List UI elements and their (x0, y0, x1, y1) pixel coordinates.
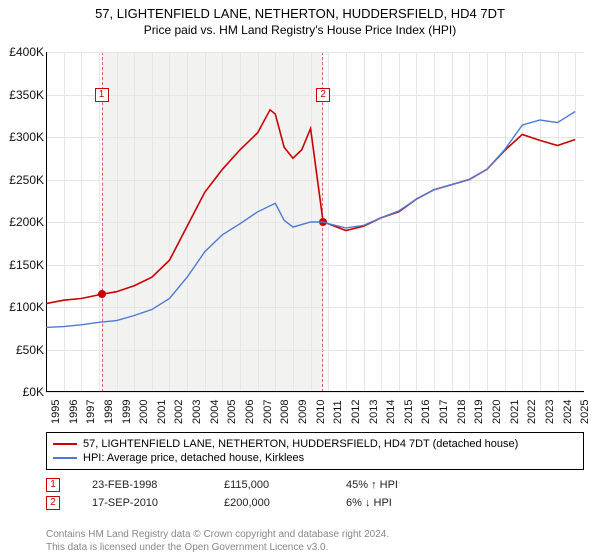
x-axis-label: 2018 (456, 400, 468, 424)
x-axis-label: 2000 (138, 400, 150, 424)
y-axis-label: £50K (4, 343, 44, 357)
x-axis-label: 1999 (121, 400, 133, 424)
x-axis-label: 2014 (385, 400, 397, 424)
chart-subtitle: Price paid vs. HM Land Registry's House … (0, 21, 600, 37)
x-axis-label: 2013 (368, 400, 380, 424)
chart-container: 57, LIGHTENFIELD LANE, NETHERTON, HUDDER… (0, 0, 600, 560)
x-axis-label: 2025 (579, 400, 591, 424)
x-axis-label: 1997 (85, 400, 97, 424)
series-hpi (46, 112, 575, 328)
sale-date: 17-SEP-2010 (92, 497, 192, 509)
y-axis-label: £250K (4, 173, 44, 187)
x-axis-label: 2006 (244, 400, 256, 424)
sale-price: £115,000 (224, 479, 314, 491)
x-axis-label: 2022 (526, 400, 538, 424)
x-axis-label: 2010 (315, 400, 327, 424)
legend-item: HPI: Average price, detached house, Kirk… (53, 451, 577, 465)
legend-label: 57, LIGHTENFIELD LANE, NETHERTON, HUDDER… (83, 438, 518, 450)
x-axis-label: 2003 (191, 400, 203, 424)
footer-line-1: Contains HM Land Registry data © Crown c… (46, 528, 389, 541)
x-axis-label: 2008 (279, 400, 291, 424)
series-price_paid (46, 110, 575, 304)
y-axis-label: £0K (4, 385, 44, 399)
y-axis-label: £200K (4, 215, 44, 229)
legend-item: 57, LIGHTENFIELD LANE, NETHERTON, HUDDER… (53, 437, 577, 451)
sale-row: 2 17-SEP-2010 £200,000 6% ↓ HPI (46, 496, 398, 510)
x-axis-label: 1995 (50, 400, 62, 424)
sales-table: 1 23-FEB-1998 £115,000 45% ↑ HPI 2 17-SEP-201… (46, 478, 398, 514)
x-axis-label: 2021 (509, 400, 521, 424)
x-axis-label: 2023 (544, 400, 556, 424)
sale-hpi-delta: 45% ↑ HPI (346, 479, 398, 491)
x-axis-label: 2019 (473, 400, 485, 424)
footer-line-2: This data is licensed under the Open Gov… (46, 541, 389, 554)
x-axis-label: 1996 (68, 400, 80, 424)
legend-swatch (53, 457, 77, 459)
sale-price: £200,000 (224, 497, 314, 509)
chart-title: 57, LIGHTENFIELD LANE, NETHERTON, HUDDER… (0, 0, 600, 21)
legend-label: HPI: Average price, detached house, Kirk… (83, 452, 304, 464)
x-axis-label: 2020 (491, 400, 503, 424)
y-axis-label: £100K (4, 300, 44, 314)
sale-row-marker: 2 (46, 496, 60, 510)
sale-hpi-delta: 6% ↓ HPI (346, 497, 392, 509)
y-axis-label: £300K (4, 130, 44, 144)
x-axis-label: 2007 (262, 400, 274, 424)
x-axis-label: 2012 (350, 400, 362, 424)
x-axis-label: 2004 (209, 400, 221, 424)
sale-date: 23-FEB-1998 (92, 479, 192, 491)
plot-area: £0K£50K£100K£150K£200K£250K£300K£350K£40… (46, 52, 584, 392)
sale-row: 1 23-FEB-1998 £115,000 45% ↑ HPI (46, 478, 398, 492)
legend-box: 57, LIGHTENFIELD LANE, NETHERTON, HUDDER… (46, 432, 584, 470)
x-axis-label: 2002 (173, 400, 185, 424)
x-axis-label: 2009 (297, 400, 309, 424)
x-axis-label: 2005 (226, 400, 238, 424)
x-axis-label: 2001 (156, 400, 168, 424)
x-axis-label: 2017 (438, 400, 450, 424)
y-axis-label: £350K (4, 88, 44, 102)
y-axis-label: £400K (4, 45, 44, 59)
x-axis-label: 2024 (562, 400, 574, 424)
legend-swatch (53, 443, 77, 445)
footer-attribution: Contains HM Land Registry data © Crown c… (46, 528, 389, 554)
x-axis-label: 2011 (332, 400, 344, 424)
x-axis-label: 2016 (420, 400, 432, 424)
sale-row-marker: 1 (46, 478, 60, 492)
x-axis-label: 2015 (403, 400, 415, 424)
y-axis-label: £150K (4, 258, 44, 272)
line-series (46, 52, 584, 392)
x-axis-label: 1998 (103, 400, 115, 424)
